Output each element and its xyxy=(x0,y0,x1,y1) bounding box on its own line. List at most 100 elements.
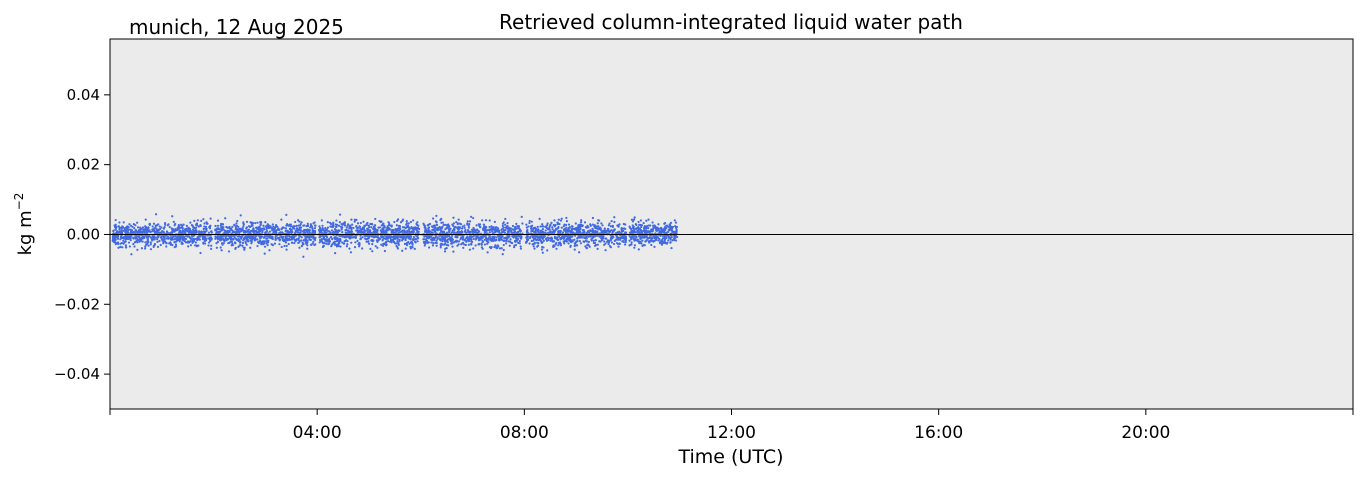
scatter-point xyxy=(117,231,120,234)
scatter-point xyxy=(259,223,262,227)
scatter-point xyxy=(224,236,227,239)
scatter-point xyxy=(133,245,136,248)
scatter-point xyxy=(674,221,678,224)
scatter-point xyxy=(584,226,588,229)
scatter-point xyxy=(452,222,455,225)
scatter-point xyxy=(242,225,245,228)
scatter-point xyxy=(480,242,483,246)
scatter-point xyxy=(382,242,385,245)
scatter-point xyxy=(224,217,227,220)
scatter-point xyxy=(407,222,410,225)
scatter-point xyxy=(138,231,141,234)
scatter-point xyxy=(314,224,317,227)
scatter-point xyxy=(577,227,580,230)
scatter-point xyxy=(578,239,581,243)
scatter-point xyxy=(582,234,585,237)
scatter-point xyxy=(166,231,169,234)
scatter-point xyxy=(498,231,501,234)
scatter-point xyxy=(584,239,587,242)
scatter-point xyxy=(287,230,291,234)
scatter-point xyxy=(149,230,152,234)
scatter-point xyxy=(589,223,592,226)
scatter-point xyxy=(163,236,166,239)
scatter-point xyxy=(616,242,620,245)
scatter-point xyxy=(548,225,551,228)
scatter-point xyxy=(226,238,230,241)
scatter-point xyxy=(243,237,246,240)
scatter-point xyxy=(376,229,379,232)
scatter-point xyxy=(435,223,438,226)
scatter-point xyxy=(413,247,416,250)
scatter-point xyxy=(285,244,288,248)
scatter-point xyxy=(144,241,147,244)
scatter-point xyxy=(639,234,642,238)
scatter-point xyxy=(171,238,174,241)
scatter-point xyxy=(549,239,552,242)
scatter-point xyxy=(258,239,261,242)
scatter-point xyxy=(457,243,460,246)
scatter-point xyxy=(412,238,415,241)
scatter-point xyxy=(310,235,313,238)
scatter-point xyxy=(251,222,255,225)
scatter-point xyxy=(278,239,281,242)
scatter-point xyxy=(504,217,507,221)
scatter-point xyxy=(150,236,153,239)
scatter-point xyxy=(287,224,290,227)
scatter-point xyxy=(545,226,549,230)
scatter-point xyxy=(615,238,618,241)
scatter-point xyxy=(119,230,122,233)
scatter-point xyxy=(426,229,429,232)
scatter-point xyxy=(381,238,384,242)
scatter-point xyxy=(411,245,414,249)
scatter-point xyxy=(462,246,465,249)
scatter-point xyxy=(167,223,170,226)
scatter-point xyxy=(583,240,586,243)
scatter-point xyxy=(587,240,591,243)
scatter-point xyxy=(134,235,137,239)
scatter-point xyxy=(204,227,207,230)
scatter-point xyxy=(611,231,614,235)
scatter-point xyxy=(399,230,402,233)
scatter-point xyxy=(547,238,550,242)
scatter-point xyxy=(242,221,245,224)
x-axis-label: Time (UTC) xyxy=(677,446,783,468)
scatter-point xyxy=(132,237,135,240)
scatter-point xyxy=(120,241,124,245)
scatter-point xyxy=(318,225,321,228)
scatter-point xyxy=(536,235,539,238)
scatter-point xyxy=(560,226,563,229)
scatter-point xyxy=(334,223,337,226)
scatter-point xyxy=(163,221,167,225)
scatter-point xyxy=(492,228,495,231)
scatter-point xyxy=(209,217,212,220)
scatter-point xyxy=(451,234,454,237)
scatter-point xyxy=(151,225,154,228)
scatter-point xyxy=(481,247,484,250)
scatter-point xyxy=(485,237,488,240)
scatter-point xyxy=(535,228,538,231)
scatter-point xyxy=(559,238,562,241)
scatter-point xyxy=(432,217,435,220)
scatter-point xyxy=(141,226,145,229)
scatter-point xyxy=(134,228,137,232)
scatter-point xyxy=(399,221,403,224)
scatter-point xyxy=(306,222,309,225)
scatter-point xyxy=(276,225,279,228)
scatter-point xyxy=(281,226,284,229)
scatter-point xyxy=(645,219,648,222)
scatter-point xyxy=(472,231,475,235)
scatter-point xyxy=(620,227,624,230)
scatter-point xyxy=(492,237,495,240)
scatter-point xyxy=(349,251,353,254)
scatter-point xyxy=(164,223,167,226)
scatter-point xyxy=(380,243,383,246)
scatter-point xyxy=(593,224,596,228)
scatter-point xyxy=(427,235,430,239)
scatter-point xyxy=(506,237,509,240)
scatter-point xyxy=(386,226,389,229)
scatter-point xyxy=(271,237,274,241)
scatter-point xyxy=(367,240,370,243)
scatter-point xyxy=(233,223,236,226)
scatter-point xyxy=(247,225,251,228)
scatter-point xyxy=(330,245,333,248)
